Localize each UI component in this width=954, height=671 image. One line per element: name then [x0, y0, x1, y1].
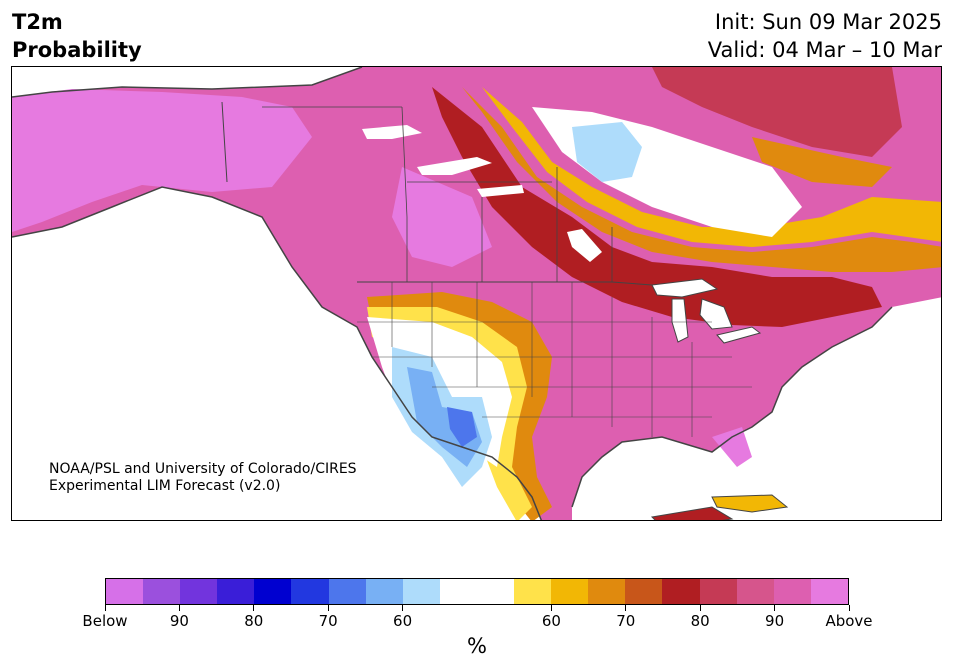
colorbar-segment [180, 579, 218, 604]
colorbar-segment [736, 579, 774, 604]
colorbar-tick [327, 605, 329, 611]
region-alaska-above [12, 89, 312, 232]
colorbar-segment [254, 579, 292, 604]
lake-huron [699, 298, 733, 330]
us-state-borders [357, 282, 752, 437]
colorbar-tick [625, 605, 627, 611]
canada-province-borders [262, 106, 613, 282]
lake-superior [651, 278, 719, 298]
colorbar-segment [439, 579, 477, 604]
lake-athabasca [477, 185, 524, 197]
colorbar-segment [810, 579, 848, 604]
region-central-canada-above [392, 167, 492, 267]
band-canada-orange [462, 87, 941, 272]
forecast-dates: Init: Sun 09 Mar 2025 Valid: 04 Mar – 10… [708, 8, 942, 64]
title-line-variable: T2m [12, 10, 63, 34]
colorbar-tick [774, 605, 776, 611]
band-canada-warm-red [432, 87, 882, 327]
colorbar-tick-label: 70 [318, 612, 338, 630]
colorbar-segment [143, 579, 181, 604]
band-canada-yellow [482, 87, 941, 247]
map-title: T2m Probability [12, 8, 142, 64]
colorbar-tick [550, 605, 552, 611]
colorbar-segment [662, 579, 700, 604]
data-credit: NOAA/PSL and University of Colorado/CIRE… [49, 461, 357, 495]
hispaniola [711, 494, 789, 513]
colorbar-unit: % [467, 634, 487, 658]
credit-line-1: NOAA/PSL and University of Colorado/CIRE… [49, 461, 357, 477]
colorbar-tick-label: Above [825, 612, 873, 630]
colorbar-segment [291, 579, 329, 604]
probability-map [11, 66, 942, 521]
title-line-type: Probability [12, 38, 142, 62]
region-southwest-coldest [447, 407, 477, 447]
colorbar-tick [402, 605, 404, 611]
colorbar-tick [178, 605, 180, 611]
colorbar-segment [217, 579, 255, 604]
colorbar-tick [104, 605, 106, 611]
colorbar-segment [514, 579, 552, 604]
lake-erie [716, 326, 762, 344]
valid-period: Valid: 04 Mar – 10 Mar [707, 38, 942, 62]
lake-michigan [671, 298, 689, 343]
region-hudson-bay-cool [572, 122, 642, 182]
colorbar-tick-label: 90 [169, 612, 189, 630]
colorbar-segment [699, 579, 737, 604]
colorbar-tick-label: 90 [765, 612, 785, 630]
colorbar-segment [402, 579, 440, 604]
colorbar-tick [699, 605, 701, 611]
map-graphic [12, 67, 941, 520]
colorbar-segment [625, 579, 663, 604]
colorbar-segment [588, 579, 626, 604]
colorbar-tick-label: 60 [393, 612, 413, 630]
colorbar-tick-label: 80 [690, 612, 710, 630]
colorbar-tick-label: 80 [244, 612, 264, 630]
region-arctic-warm [652, 67, 902, 157]
alaska-border [221, 101, 228, 183]
lake-winnipeg [567, 229, 602, 262]
colorbar-segment [476, 579, 515, 604]
init-date: Init: Sun 09 Mar 2025 [714, 10, 942, 34]
coastline-outline [12, 67, 893, 520]
region-florida-warm [712, 427, 752, 467]
colorbar-tick-label: 70 [616, 612, 636, 630]
colorbar-tick-label: 60 [541, 612, 561, 630]
great-slave-lake [417, 157, 492, 175]
cuba [650, 506, 734, 520]
colorbar-segment [328, 579, 366, 604]
colorbar-tick-label: Below [82, 612, 128, 630]
region-arctic-orange [752, 137, 892, 187]
colorbar-segment [551, 579, 589, 604]
colorbar-segment [365, 579, 403, 604]
colorbar-tick [253, 605, 255, 611]
colorbar-tick [848, 605, 850, 611]
colorbar-segment [773, 579, 811, 604]
colorbar-segment [106, 579, 144, 604]
probability-colorbar [105, 578, 849, 605]
great-bear-lake [362, 125, 422, 139]
credit-line-2: Experimental LIM Forecast (v2.0) [49, 478, 281, 494]
